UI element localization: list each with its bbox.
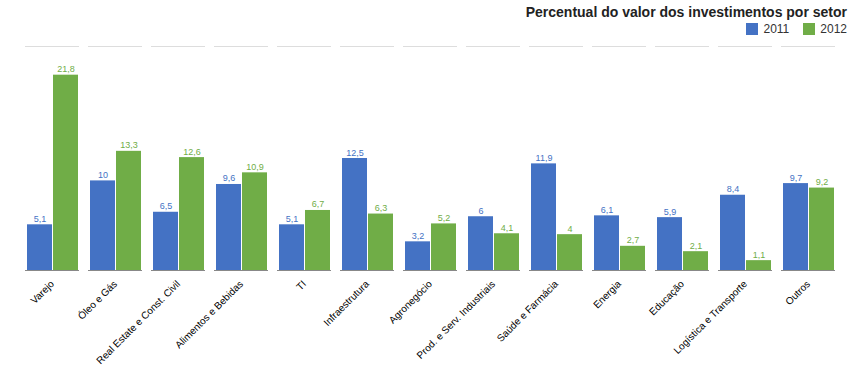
svg-text:8,4: 8,4 (727, 184, 740, 194)
svg-text:6,5: 6,5 (160, 201, 173, 211)
svg-text:TI: TI (294, 278, 308, 292)
html-text:2011: 2011 (763, 22, 790, 36)
svg-text:3,2: 3,2 (412, 231, 425, 241)
svg-text:Logística e Transporte: Logística e Transporte (671, 278, 749, 356)
svg-text:Energia: Energia (591, 278, 623, 310)
svg-text:9,2: 9,2 (816, 177, 829, 187)
svg-text:10,9: 10,9 (246, 162, 264, 172)
svg-text:Alimentos e Bebidas: Alimentos e Bebidas (173, 278, 245, 350)
svg-text:5,9: 5,9 (664, 207, 677, 217)
svg-text:5,1: 5,1 (286, 214, 299, 224)
svg-text:1,1: 1,1 (753, 250, 766, 260)
svg-text:6,3: 6,3 (375, 203, 388, 213)
svg-text:9,6: 9,6 (223, 173, 236, 183)
svg-text:9,7: 9,7 (790, 173, 803, 183)
svg-text:5,1: 5,1 (34, 214, 47, 224)
svg-text:Varejo: Varejo (28, 278, 56, 306)
svg-text:4: 4 (567, 224, 572, 234)
svg-text:6,7: 6,7 (312, 199, 325, 209)
svg-text:2,1: 2,1 (690, 241, 703, 251)
svg-text:21,8: 21,8 (57, 64, 75, 74)
svg-text:13,3: 13,3 (120, 140, 138, 150)
svg-text:Infraestrutura: Infraestrutura (321, 278, 371, 328)
svg-text:Saúde e Farmácia: Saúde e Farmácia (495, 278, 561, 344)
svg-text:Real Estate e Const. Civil: Real Estate e Const. Civil (94, 278, 182, 366)
svg-text:11,9: 11,9 (536, 153, 553, 163)
svg-text:Educação: Educação (647, 278, 687, 318)
svg-text:6,1: 6,1 (601, 205, 614, 215)
svg-text:Óleo e Gás: Óleo e Gás (75, 278, 119, 322)
svg-text:Prod. e Serv. Industriais: Prod. e Serv. Industriais (414, 278, 497, 361)
svg-text:10: 10 (98, 170, 108, 180)
svg-text:Outros: Outros (783, 278, 812, 307)
svg-text:5,2: 5,2 (438, 213, 451, 223)
svg-text:4,1: 4,1 (501, 223, 514, 233)
html-text:Percentual do valor dos invest: Percentual do valor dos investimentos po… (525, 4, 847, 20)
svg-text:2,7: 2,7 (627, 235, 640, 245)
svg-text:6: 6 (478, 206, 483, 216)
svg-text:12,6: 12,6 (183, 147, 201, 157)
svg-text:12,5: 12,5 (346, 148, 364, 158)
svg-text:Agronegócio: Agronegócio (387, 278, 435, 326)
html-text:2012: 2012 (820, 22, 847, 36)
